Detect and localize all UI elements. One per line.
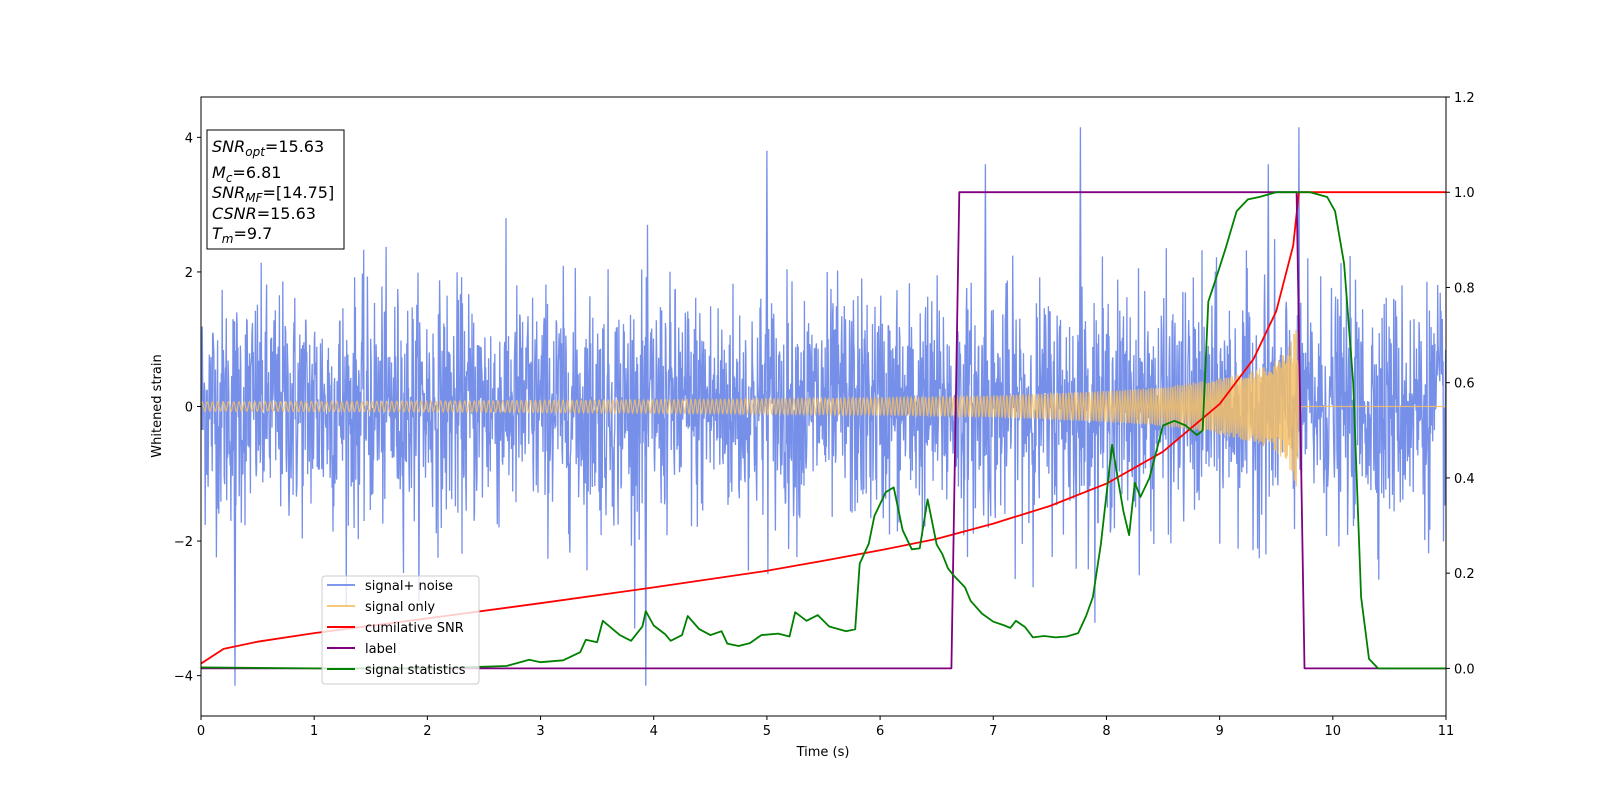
info-box-value: =15.63 — [257, 204, 316, 223]
info-box-value: =[14.75] — [263, 183, 335, 202]
x-tick-label: 5 — [763, 724, 771, 739]
info-box-row: SNRopt=15.63 — [212, 137, 324, 159]
x-axis-label: Time (s) — [796, 745, 850, 760]
x-tick-label: 7 — [989, 724, 997, 739]
y-axis-label: Whitened strain — [150, 354, 165, 457]
x-tick-label: 3 — [536, 724, 544, 739]
x-tick-label: 6 — [876, 724, 884, 739]
y-tick-label: −4 — [174, 670, 193, 685]
y-tick-label: 2 — [185, 266, 193, 281]
right-y-axis-ticks: 0.0 0.2 0.4 0.6 0.8 1.0 1.2 — [1446, 91, 1475, 677]
x-axis-ticks: 0 1 2 3 4 5 6 7 8 9 10 11 — [197, 716, 1454, 739]
info-box-row: CSNR=15.63 — [212, 204, 316, 223]
y2-tick-label: 0.2 — [1454, 567, 1475, 582]
y2-tick-label: 0.6 — [1454, 377, 1475, 392]
info-box-value: =15.63 — [265, 137, 324, 156]
x-tick-label: 2 — [423, 724, 431, 739]
x-tick-label: 8 — [1102, 724, 1110, 739]
legend-label: signal statistics — [365, 663, 466, 678]
x-tick-label: 4 — [650, 724, 658, 739]
legend-label: signal only — [365, 600, 435, 615]
y-tick-label: 4 — [185, 131, 193, 146]
y2-tick-label: 1.2 — [1454, 91, 1475, 106]
y2-tick-label: 1.0 — [1454, 186, 1475, 201]
x-tick-label: 0 — [197, 724, 205, 739]
info-box-symbol: T — [212, 224, 223, 243]
info-box-row: SNRMF=[14.75] — [212, 183, 334, 205]
info-box: SNRopt=15.63Mc=6.81SNRMF=[14.75]CSNR=15.… — [206, 129, 345, 250]
x-tick-label: 11 — [1438, 724, 1455, 739]
info-box-symbol: M — [212, 163, 226, 182]
y-axis-ticks: −4 −2 0 2 4 — [174, 131, 201, 685]
info-box-value: =6.81 — [232, 163, 281, 182]
y-tick-label: 0 — [185, 401, 193, 416]
series-label-line — [201, 191, 1446, 670]
legend: signal+ noise signal only cumilative SNR la… — [321, 575, 480, 685]
info-box-row: Mc=6.81 — [212, 163, 281, 185]
legend-label: label — [365, 642, 396, 657]
info-box-value: =9.7 — [233, 224, 272, 243]
legend-label: signal+ noise — [365, 579, 453, 594]
x-tick-label: 9 — [1215, 724, 1223, 739]
info-box-frame — [206, 129, 345, 250]
y-tick-label: −2 — [174, 535, 193, 550]
legend-label: cumilative SNR — [365, 621, 464, 636]
info-box-symbol: CSNR — [212, 204, 257, 223]
info-box-subscript: MF — [245, 191, 263, 205]
info-box-row: Tm=9.7 — [212, 224, 272, 246]
info-box-subscript: opt — [245, 145, 266, 159]
x-tick-label: 10 — [1325, 724, 1342, 739]
series-signal-statistics-line — [201, 191, 1446, 670]
info-box-subscript: c — [226, 171, 233, 185]
x-tick-label: 1 — [310, 724, 318, 739]
info-box-subscript: m — [222, 232, 234, 246]
series-signal-only-line — [201, 329, 1446, 487]
legend-frame — [321, 575, 480, 685]
y2-tick-label: 0.8 — [1454, 281, 1475, 296]
y2-tick-label: 0.0 — [1454, 662, 1475, 677]
y2-tick-label: 0.4 — [1454, 472, 1475, 487]
info-box-symbol: SNR — [212, 137, 245, 156]
info-box-symbol: SNR — [212, 183, 245, 202]
